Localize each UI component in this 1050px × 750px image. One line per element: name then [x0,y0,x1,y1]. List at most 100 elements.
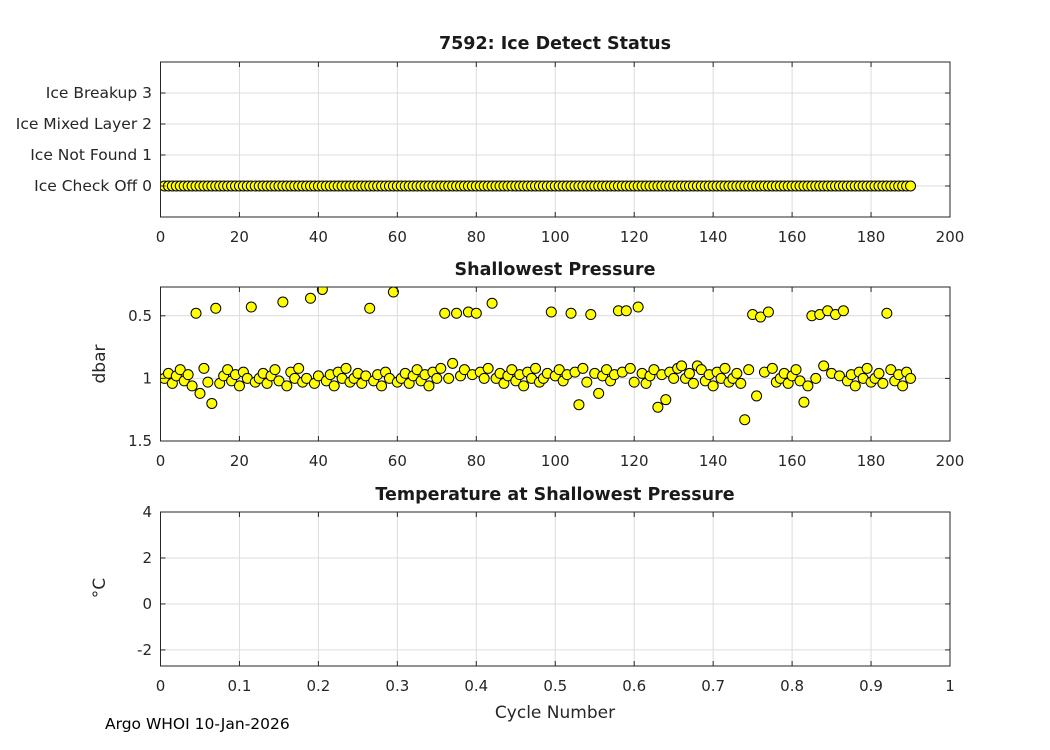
x-tick-label: 160 [778,452,807,470]
marker [518,380,530,392]
marker [632,301,644,313]
marker [202,376,214,388]
marker [316,287,328,296]
x-tick-label: 0.7 [701,677,725,695]
x-tick-label: 0.5 [543,677,567,695]
marker [624,362,636,374]
marker [470,307,482,319]
x-tick-label: 40 [309,228,328,246]
marker [340,362,352,374]
x-tick-label: 40 [309,452,328,470]
marker [652,401,664,413]
marker [676,360,688,372]
marker [668,372,680,384]
marker [186,380,198,392]
marker [695,364,707,376]
tick-marks [160,62,951,217]
x-tick-label: 0.6 [622,677,646,695]
marker [222,364,234,376]
marker [905,180,917,192]
marker [530,362,542,374]
x-tick-label: 0.1 [228,677,252,695]
marker [210,302,222,314]
plot3-ylabel: °C [90,577,110,599]
marker [269,364,281,376]
marker [174,364,186,376]
marker [233,380,245,392]
x-tick-label: 0.4 [464,677,488,695]
x-tick-label: 140 [699,452,728,470]
marker [277,296,289,308]
marker [431,372,443,384]
marker [565,307,577,319]
marker [506,364,518,376]
marker [423,380,435,392]
marker [849,380,861,392]
marker [593,387,605,399]
plot2-title: Shallowest Pressure [454,260,656,280]
marker [798,396,810,408]
x-tick-label: 60 [388,228,407,246]
marker [553,364,565,376]
marker [660,394,672,406]
marker [735,377,747,389]
plot3-title: Temperature at Shallowest Pressure [375,485,735,505]
x-tick-label: 0.8 [780,677,804,695]
x-tick-label: 100 [541,228,570,246]
marker [810,372,822,384]
marker [245,301,257,313]
x-tick-label: 120 [620,452,649,470]
marker [305,292,317,304]
x-tick-label: 80 [467,228,486,246]
y-tick-label: Ice Breakup 3 [46,84,152,102]
plot1-title: 7592: Ice Detect Status [438,34,672,54]
marker [585,309,597,321]
marker [447,357,459,369]
series-markers [160,180,917,192]
x-tick-label: 0.9 [859,677,883,695]
x-tick-label: 20 [230,228,249,246]
marker [755,311,767,323]
x-tick-label: 100 [541,452,570,470]
marker [877,377,889,389]
marker [458,364,470,376]
x-tick-label: 140 [699,228,728,246]
marker [301,372,313,384]
marker [897,380,909,392]
marker [766,362,778,374]
x-tick-label: 0.3 [385,677,409,695]
plot3-xlabel: Cycle Number [494,703,616,723]
series-markers [160,287,917,426]
marker [273,375,285,387]
grid-lines [160,511,951,666]
marker [198,362,210,374]
marker [751,390,763,402]
marker [687,377,699,389]
marker [364,302,376,314]
marker [312,370,324,382]
marker [601,364,613,376]
x-tick-label: 0 [156,677,166,695]
x-tick-label: 80 [467,452,486,470]
marker [573,399,585,411]
marker [577,362,589,374]
grid-lines [160,62,951,217]
marker [802,380,814,392]
y-tick-label: 2 [142,549,152,567]
marker [873,367,885,379]
marker [628,376,640,388]
marker [328,380,340,392]
marker [881,307,893,319]
y-tick-label: Ice Check Off 0 [34,177,152,195]
marker [905,372,917,384]
y-tick-label: 0 [142,595,152,613]
marker [833,370,845,382]
marker [439,307,451,319]
x-tick-label: 200 [936,228,965,246]
marker [190,307,202,319]
tick-labels: 0 20 40 60 80 100 120 140 160 180 200 Ice Check Off… [16,84,965,246]
marker [376,380,388,392]
